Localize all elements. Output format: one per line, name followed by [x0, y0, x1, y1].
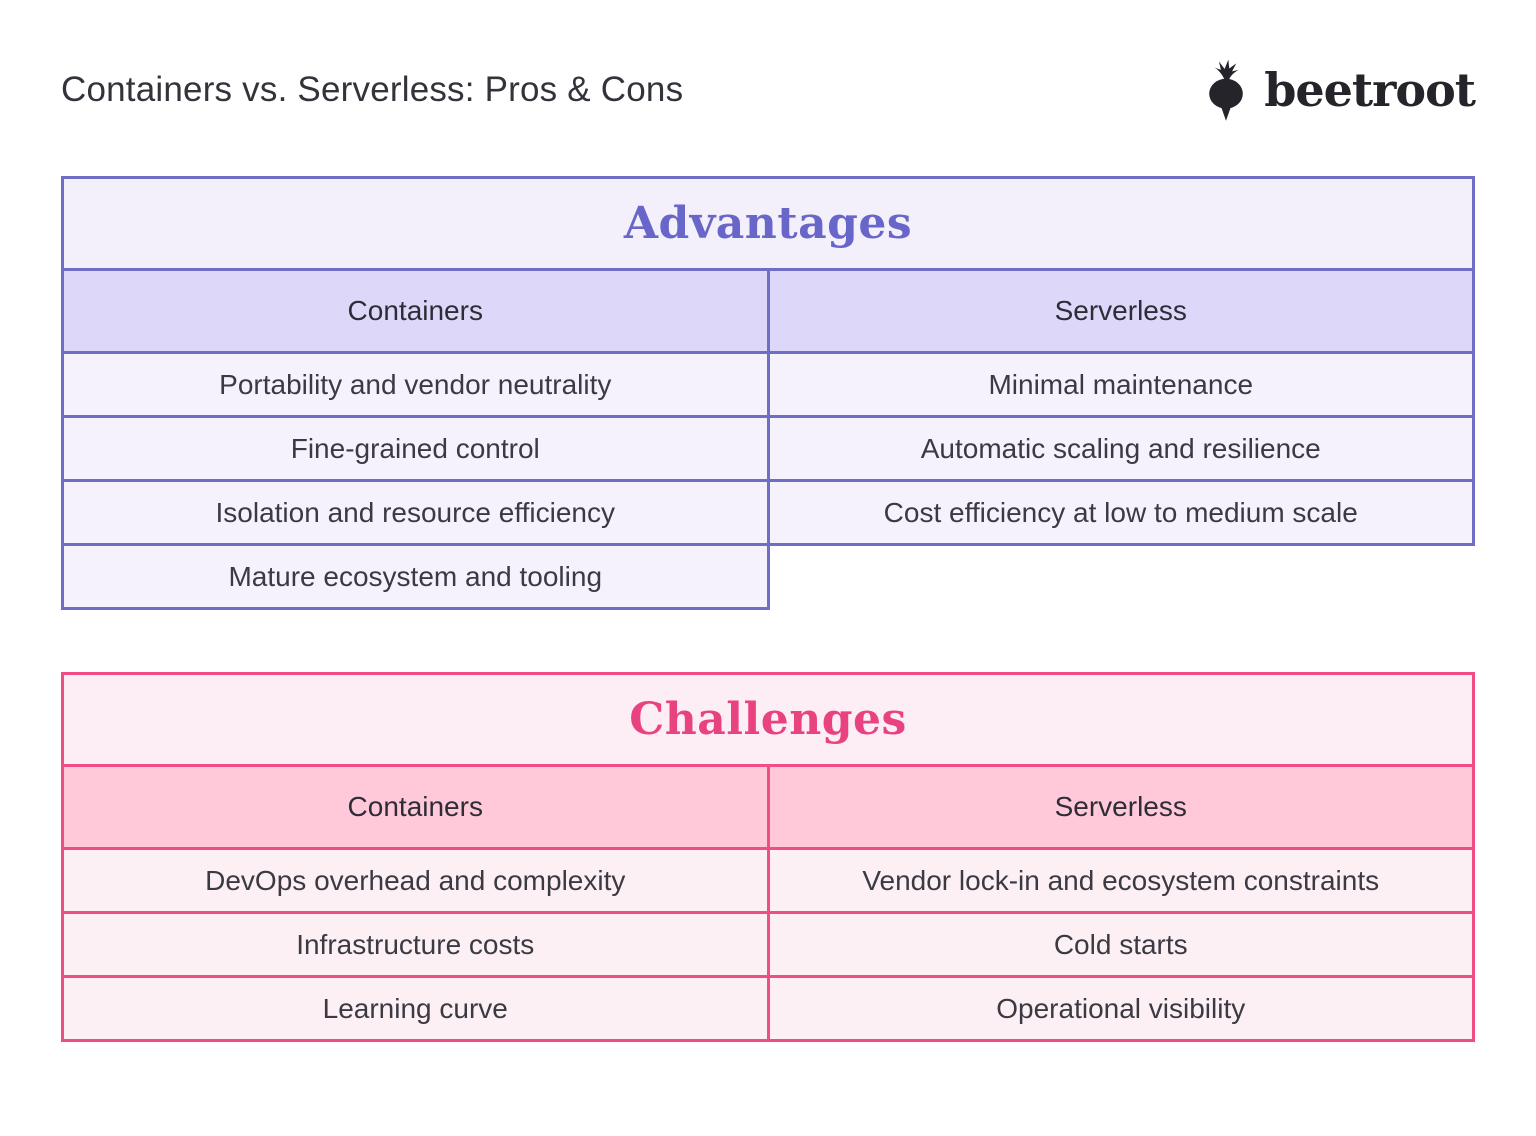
- table-row: Fine-grained control Automatic scaling a…: [61, 415, 1475, 482]
- table-cell: Isolation and resource efficiency: [61, 479, 770, 546]
- challenges-table: Challenges Containers Serverless DevOps …: [61, 672, 1475, 1042]
- table-cell: Cost efficiency at low to medium scale: [766, 479, 1475, 546]
- brand-logo: beetroot: [1198, 58, 1476, 122]
- table-title-row: Advantages: [61, 176, 1475, 271]
- table-row: Portability and vendor neutrality Minima…: [61, 351, 1475, 418]
- table-cell: Cold starts: [766, 911, 1475, 978]
- table-cell: Operational visibility: [766, 975, 1475, 1042]
- table-cell: Mature ecosystem and tooling: [61, 543, 770, 610]
- table-cell: DevOps overhead and complexity: [61, 847, 770, 914]
- brand-wordmark: beetroot: [1264, 63, 1476, 117]
- advantages-column-containers: Containers: [61, 268, 770, 354]
- table-cell: Vendor lock-in and ecosystem constraints: [766, 847, 1475, 914]
- challenges-title: Challenges: [61, 672, 1475, 767]
- advantages-title: Advantages: [61, 176, 1475, 271]
- column-header-row: Containers Serverless: [61, 268, 1475, 354]
- advantages-column-serverless: Serverless: [766, 268, 1475, 354]
- table-cell: Learning curve: [61, 975, 770, 1042]
- table-row: Infrastructure costs Cold starts: [61, 911, 1475, 978]
- advantages-table: Advantages Containers Serverless Portabi…: [61, 176, 1475, 610]
- table-row: Learning curve Operational visibility: [61, 975, 1475, 1042]
- table-row: DevOps overhead and complexity Vendor lo…: [61, 847, 1475, 914]
- table-cell: Automatic scaling and resilience: [766, 415, 1475, 482]
- column-header-row: Containers Serverless: [61, 764, 1475, 850]
- table-cell: Minimal maintenance: [766, 351, 1475, 418]
- table-title-row: Challenges: [61, 672, 1475, 767]
- table-row: Mature ecosystem and tooling: [61, 543, 1474, 610]
- table-cell: Portability and vendor neutrality: [61, 351, 770, 418]
- challenges-column-serverless: Serverless: [766, 764, 1475, 850]
- page-title: Containers vs. Serverless: Pros & Cons: [61, 70, 684, 109]
- table-row: Isolation and resource efficiency Cost e…: [61, 479, 1475, 546]
- beetroot-icon: [1198, 58, 1254, 122]
- table-cell: Fine-grained control: [61, 415, 770, 482]
- challenges-column-containers: Containers: [61, 764, 770, 850]
- empty-cell: [768, 545, 1474, 609]
- table-cell: Infrastructure costs: [61, 911, 770, 978]
- top-bar: Containers vs. Serverless: Pros & Cons b…: [61, 0, 1476, 122]
